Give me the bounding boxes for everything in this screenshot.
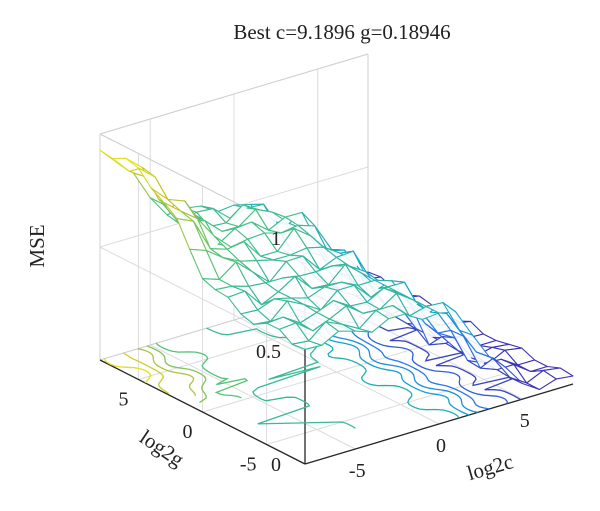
z-tick-label: 0.5 — [256, 341, 281, 363]
surface-patch — [542, 367, 574, 380]
z-tick-label: 1 — [271, 228, 281, 250]
tick-labels: 0 0.5 1 -5 0 5 -5 0 5 — [118, 228, 529, 482]
y-axis-line — [99, 359, 306, 465]
z-tick-label: 0 — [271, 454, 281, 476]
box-edge — [99, 53, 369, 135]
contour-line — [137, 348, 197, 397]
contour-line — [206, 327, 356, 429]
grid-line — [99, 246, 306, 352]
y-tick-label: 5 — [118, 389, 128, 411]
contour-line — [122, 352, 170, 395]
y-tick-label: -5 — [240, 454, 257, 476]
contour-line — [146, 345, 207, 404]
x-tick-label: -5 — [349, 460, 366, 482]
x-tick-label: 0 — [436, 435, 446, 457]
chart-title: Best c=9.1896 g=0.18946 — [233, 20, 450, 44]
grid-line — [202, 331, 471, 413]
grid-line — [266, 364, 535, 445]
contour-line — [155, 342, 249, 399]
x-axis-label: log2c — [464, 449, 515, 485]
y-axis-label: log2g — [135, 425, 188, 472]
x-tick-label: 5 — [520, 410, 530, 432]
z-axis-label: MSE — [25, 224, 49, 267]
contour-line — [103, 358, 152, 384]
y-tick-label: 0 — [183, 421, 193, 443]
surface-mesh — [99, 149, 574, 391]
x-axis-line — [304, 383, 574, 465]
